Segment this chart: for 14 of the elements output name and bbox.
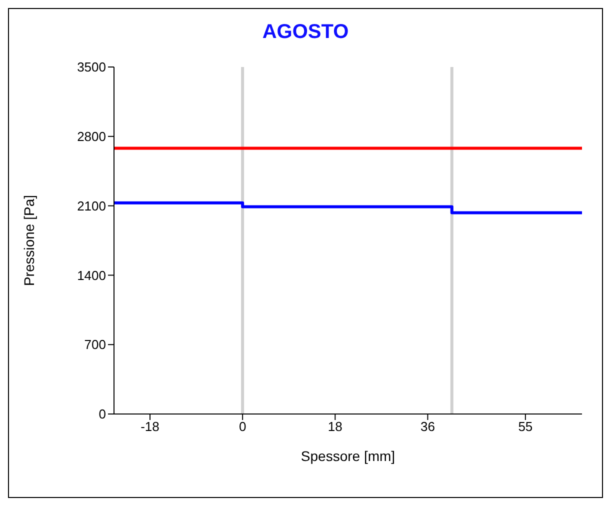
x-tick-label: -18 [140, 419, 160, 434]
x-tick-label: 36 [420, 419, 435, 434]
y-tick-label: 3500 [77, 60, 106, 75]
chart-title: AGOSTO [261, 21, 350, 44]
y-tick-label: 700 [84, 337, 106, 352]
y-tick-label: 0 [98, 406, 106, 422]
x-tick-label: 0 [238, 419, 246, 434]
y-tick-label: 2100 [77, 198, 106, 214]
y-tick-label: 2800 [77, 129, 106, 144]
x-tick-label: 18 [328, 419, 342, 434]
x-tick-label: 55 [518, 419, 533, 434]
x-axis-title: Spessore [mm] [300, 448, 396, 464]
y-axis-title: Pressione [Pa] [20, 194, 37, 286]
y-tick-label: 1400 [77, 268, 106, 283]
